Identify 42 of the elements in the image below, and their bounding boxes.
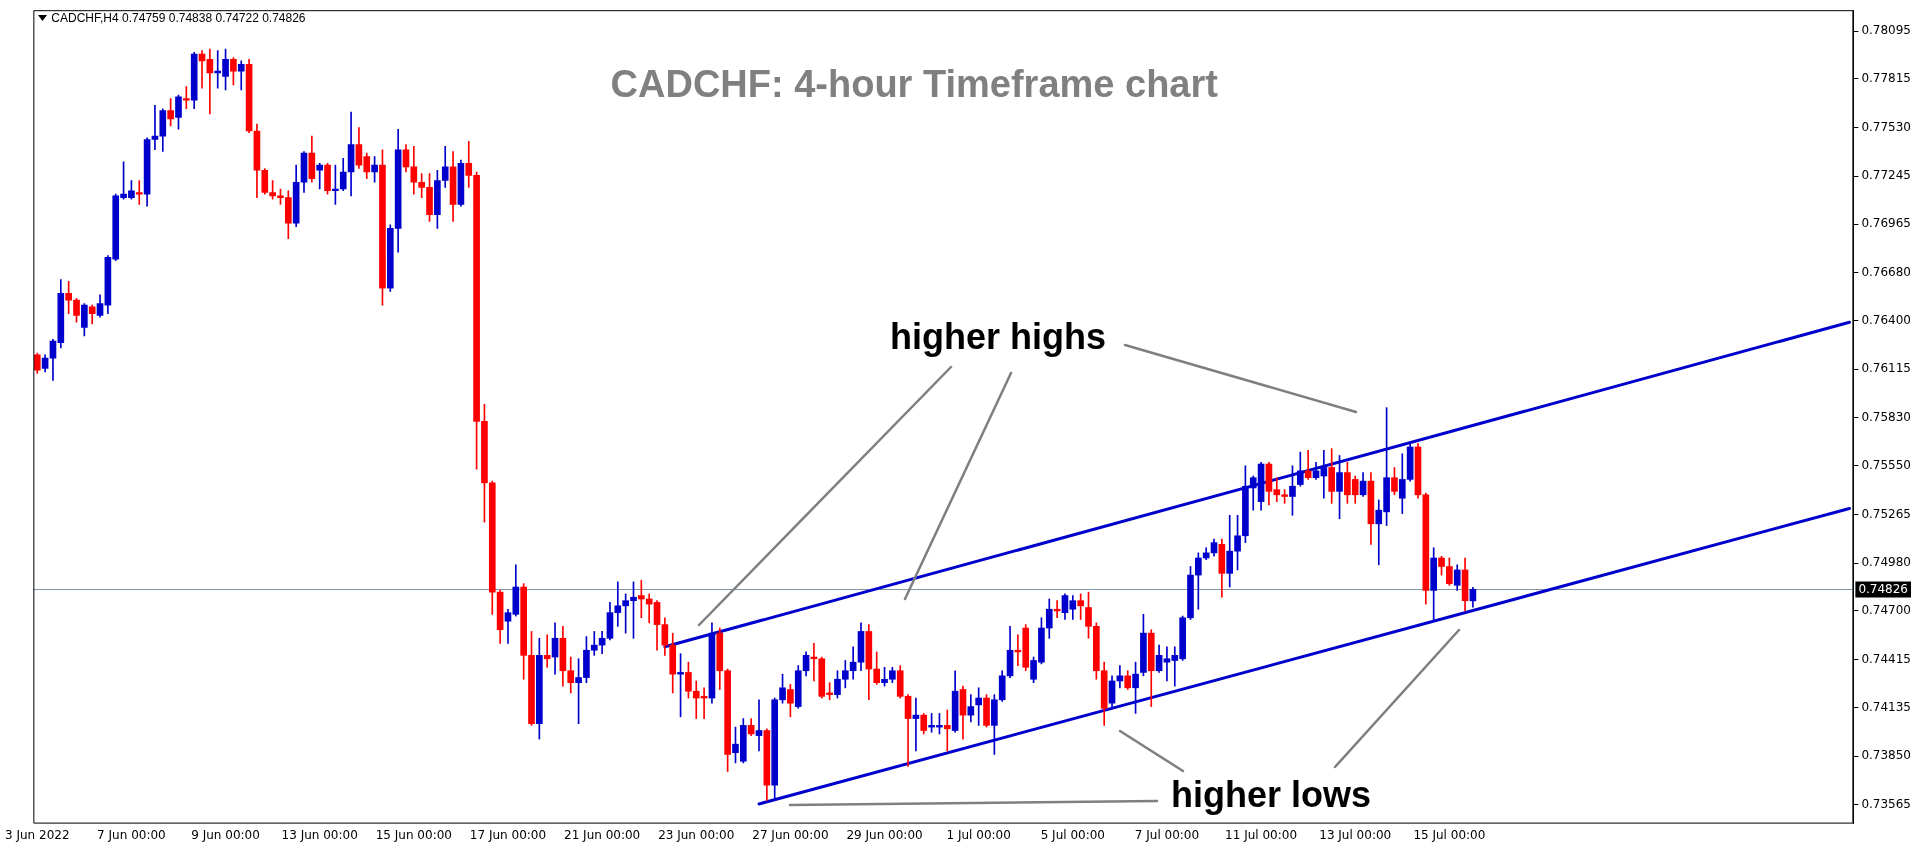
annotation: higher lows <box>1170 773 1372 815</box>
candlestick <box>755 699 763 752</box>
candlestick <box>316 163 324 190</box>
x-tick-label: 7 Jul 00:00 <box>1134 827 1200 842</box>
x-tick-label: 17 Jun 00:00 <box>469 827 547 842</box>
y-tick-label: 0.76965 <box>1861 216 1911 231</box>
annotation: CADCHF,H4 0.74759 0.74838 0.74722 0.74826 <box>51 11 306 26</box>
y-tick-label: 0.75830 <box>1861 410 1911 425</box>
y-tick-label: 0.74135 <box>1861 699 1911 714</box>
y-tick-label: 0.77245 <box>1861 168 1911 183</box>
y-tick-label: 0.76115 <box>1861 361 1911 376</box>
y-tick-label: 0.76680 <box>1861 264 1911 279</box>
y-tick-label: 0.74700 <box>1861 603 1911 618</box>
y-tick-label: 0.77530 <box>1861 119 1911 134</box>
y-tick-label: 0.75550 <box>1861 457 1911 472</box>
ref-line-label: 0.74826 <box>1858 581 1908 596</box>
y-tick-label: 0.78095 <box>1861 23 1911 38</box>
x-tick-label: 21 Jun 00:00 <box>564 827 641 842</box>
y-tick-label: 0.73850 <box>1861 748 1911 763</box>
annotation: higher highs <box>890 315 1106 357</box>
y-tick-label: 0.74980 <box>1861 555 1911 570</box>
x-tick-label: 13 Jun 00:00 <box>281 827 358 842</box>
x-tick-label: 5 Jul 00:00 <box>1040 827 1105 842</box>
x-tick-label: 27 Jun 00:00 <box>752 827 829 842</box>
y-tick-label: 0.73565 <box>1861 796 1911 811</box>
y-tick-label: 0.75265 <box>1861 506 1911 521</box>
x-tick-label: 1 Jul 00:00 <box>946 827 1011 842</box>
x-tick-label: 15 Jul 00:00 <box>1413 827 1486 842</box>
x-tick-label: 9 Jun 00:00 <box>191 827 260 842</box>
text: CADCHF: 4-hour Timeframe chart <box>610 62 1219 105</box>
x-tick-label: 7 Jun 00:00 <box>97 827 166 842</box>
candlestick <box>543 634 551 668</box>
x-tick-label: 3 Jun 2022 <box>5 827 70 842</box>
y-tick-label: 0.77815 <box>1861 70 1911 85</box>
x-tick-label: 23 Jun 00:00 <box>658 827 735 842</box>
x-tick-label: 13 Jul 00:00 <box>1319 827 1392 842</box>
x-tick-label: 29 Jun 00:00 <box>846 827 923 842</box>
x-tick-label: 11 Jul 00:00 <box>1225 827 1298 842</box>
y-tick-label: 0.76400 <box>1861 312 1911 327</box>
y-tick-label: 0.74415 <box>1861 651 1911 666</box>
candlestick <box>943 709 951 752</box>
x-tick-label: 15 Jun 00:00 <box>375 827 452 842</box>
